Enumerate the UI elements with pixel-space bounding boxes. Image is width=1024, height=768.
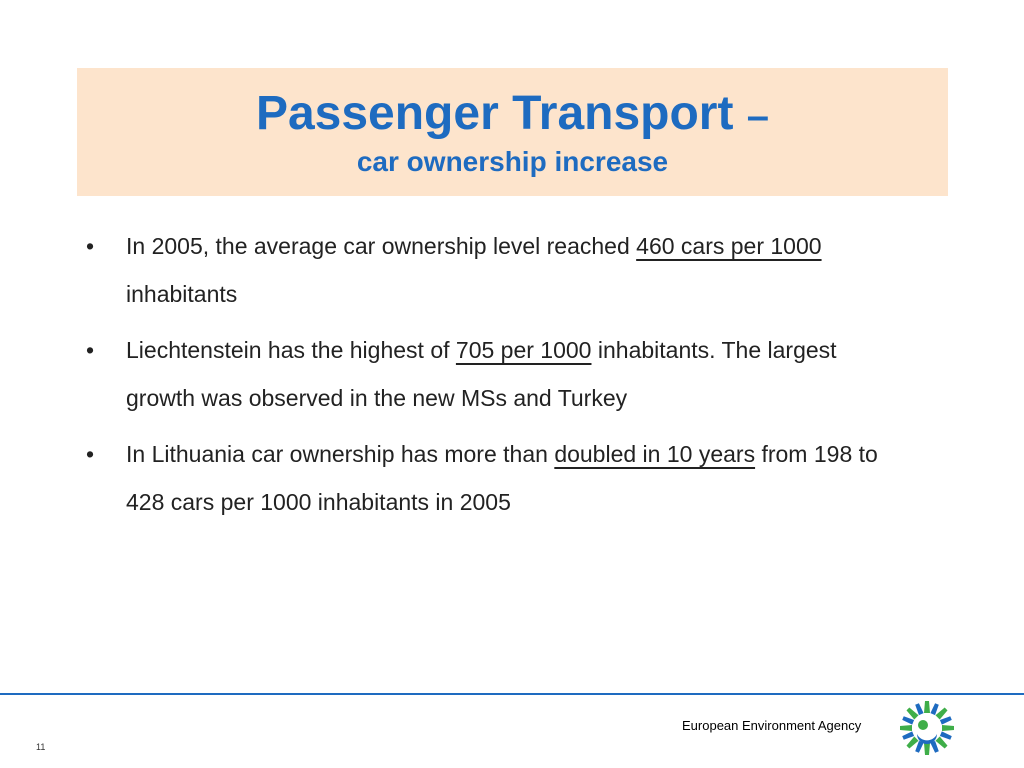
slide-title-text: Passenger Transport: [255, 87, 734, 140]
bullet-highlight: 460 cars per 1000: [636, 233, 822, 259]
bullet-item: In 2005, the average car ownership level…: [86, 222, 906, 318]
slide-title-dash: –: [746, 94, 770, 138]
footer-divider: [0, 693, 1024, 695]
bullet-text: from 198 to 428 cars per 1000 inhabitant…: [126, 441, 878, 515]
title-banner: Passenger Transport – car ownership incr…: [77, 68, 948, 196]
bullet-text: inhabitants. The largest growth was obse…: [126, 337, 837, 411]
bullet-text: inhabitants: [126, 281, 238, 307]
bullet-text: In Lithuania car ownership has more than: [126, 441, 555, 467]
bullet-highlight: doubled in 10 years: [554, 441, 756, 467]
eea-sun-logo-icon: [900, 701, 954, 755]
bullet-list: In 2005, the average car ownership level…: [86, 222, 906, 534]
slide-subtitle: car ownership increase: [356, 146, 669, 177]
page-number: 11: [36, 742, 46, 752]
bullet-item: In Lithuania car ownership has more than…: [86, 430, 906, 526]
bullet-text: In 2005, the average car ownership level…: [126, 233, 637, 259]
bullet-highlight: 705 per 1000: [455, 337, 592, 363]
slide-title: Passenger Transport –: [77, 88, 948, 142]
bullet-text: Liechtenstein has the highest of: [126, 337, 456, 363]
bullet-item: Liechtenstein has the highest of 705 per…: [86, 326, 906, 422]
agency-name: European Environment Agency: [682, 718, 862, 733]
